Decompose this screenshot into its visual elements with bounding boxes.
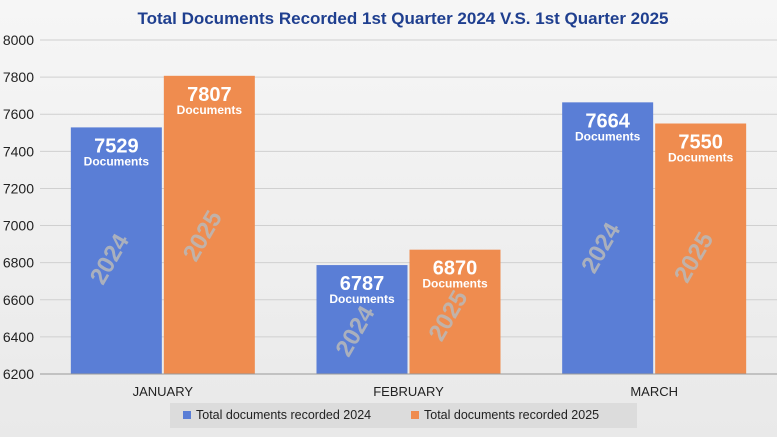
y-tick-label: 6200 — [3, 366, 34, 382]
bar-value-label: 6870 — [433, 258, 478, 280]
legend-box — [170, 403, 637, 428]
gridlines — [40, 39, 777, 375]
y-tick-label: 7800 — [3, 69, 34, 85]
bar — [70, 127, 162, 374]
bar-value-label: 7550 — [678, 132, 723, 154]
bar-value-label: 7664 — [585, 110, 630, 132]
bar — [409, 249, 501, 374]
bar — [562, 102, 654, 374]
legend-swatch-2025 — [411, 411, 419, 419]
bar-unit-label: Documents — [422, 277, 488, 291]
y-tick-label: 7200 — [3, 180, 34, 196]
bar — [316, 265, 408, 374]
legend-label-2025: Total documents recorded 2025 — [424, 408, 599, 422]
y-tick-label: 6400 — [3, 329, 34, 345]
y-tick-label: 8000 — [3, 32, 34, 48]
y-tick-label: 6600 — [3, 292, 34, 308]
y-tick-label: 7000 — [3, 218, 34, 234]
bar-unit-label: Documents — [668, 151, 734, 165]
legend: Total documents recorded 2024 Total docu… — [170, 403, 637, 428]
y-axis-ticks: 6200 6400 6600 6800 7000 7200 7400 7600 7800 8000 — [3, 32, 34, 382]
bar-value-label: 6787 — [340, 273, 385, 295]
legend-label-2024: Total documents recorded 2024 — [196, 408, 371, 422]
bar-unit-label: Documents — [329, 292, 395, 306]
bar-unit-label: Documents — [177, 103, 243, 117]
bar-unit-label: Documents — [84, 154, 150, 168]
bar-unit-label: Documents — [575, 129, 641, 143]
bar-value-label: 7529 — [94, 135, 139, 157]
x-category-label: JANUARY — [133, 384, 194, 399]
bar — [163, 75, 255, 374]
chart-title: Total Documents Recorded 1st Quarter 202… — [138, 9, 669, 28]
x-axis-categories: JANUARY FEBRUARY MARCH — [133, 384, 678, 399]
y-tick-label: 7400 — [3, 143, 34, 159]
x-category-label: MARCH — [630, 384, 678, 399]
bar — [655, 123, 747, 374]
y-tick-label: 6800 — [3, 255, 34, 271]
legend-swatch-2024 — [183, 411, 191, 419]
y-tick-label: 7600 — [3, 106, 34, 122]
bar-value-label: 7807 — [187, 84, 232, 106]
x-category-label: FEBRUARY — [373, 384, 444, 399]
bars: 7529Documents20247807Documents20256787Do… — [70, 75, 747, 374]
